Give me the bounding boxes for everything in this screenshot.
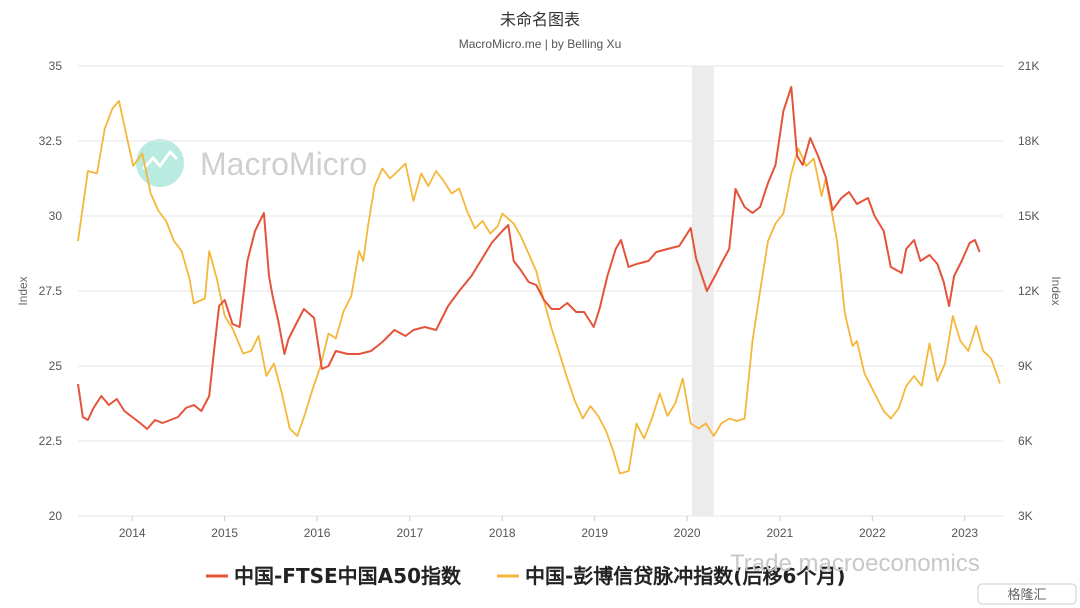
shaded-band-0: [691, 66, 714, 516]
left-tick-label-4: 30: [49, 209, 63, 223]
right-tick-label-1: 6K: [1018, 434, 1033, 448]
chart-title: 未命名图表: [500, 10, 580, 29]
right-tick-label-5: 18K: [1018, 134, 1039, 148]
x-tick-label-3: 2017: [396, 526, 423, 540]
right-tick-label-4: 15K: [1018, 209, 1039, 223]
corner-watermark-text: Trade macroeconomics: [730, 550, 980, 577]
x-tick-label-9: 2023: [951, 526, 978, 540]
x-tick-label-4: 2018: [489, 526, 516, 540]
right-tick-label-3: 12K: [1018, 284, 1039, 298]
macromicro-logo-icon: [136, 139, 184, 187]
legend: 中国-FTSE中国A50指数 中国-彭博信贷脉冲指数(后移6个月): [206, 564, 846, 588]
right-tick-label-0: 3K: [1018, 509, 1033, 523]
shaded-bands: [691, 66, 714, 516]
x-tick-label-0: 2014: [119, 526, 146, 540]
left-tick-label-6: 35: [49, 59, 63, 73]
macromicro-logo-chart-icon: [142, 150, 178, 170]
chart-subtitle: MacroMicro.me | by Belling Xu: [459, 37, 622, 51]
x-tick-label-8: 2022: [859, 526, 886, 540]
left-tick-label-1: 22.5: [39, 434, 63, 448]
left-tick-label-0: 20: [49, 509, 63, 523]
left-tick-label-3: 27.5: [39, 284, 63, 298]
right-axis-label: Index: [1049, 276, 1063, 305]
x-tick-label-5: 2019: [581, 526, 608, 540]
x-tick-label-1: 2015: [211, 526, 238, 540]
legend-label-credit: 中国-彭博信贷脉冲指数(后移6个月): [525, 564, 846, 588]
x-axis-ticks: 2014 2015 2016 2017 2018 2019 2020 2021 2022 2023: [119, 516, 978, 540]
left-tick-label-5: 32.5: [39, 134, 63, 148]
left-axis-label: Index: [16, 276, 30, 305]
corner-badge-frame: [977, 583, 1077, 605]
x-tick-label-6: 2020: [674, 526, 701, 540]
left-tick-label-2: 25: [49, 359, 63, 373]
x-tick-label-7: 2021: [767, 526, 794, 540]
series-line-credit: [77, 100, 1001, 475]
left-axis-ticks: 20 22.5 25 27.5 30 32.5 35: [39, 59, 63, 523]
legend-item-credit[interactable]: 中国-彭博信贷脉冲指数(后移6个月): [497, 564, 846, 588]
corner-badge-text: 格隆汇: [1007, 587, 1046, 603]
series-line-a50: [77, 86, 981, 430]
macromicro-watermark: MacroMicro: [136, 139, 367, 187]
right-tick-label-2: 9K: [1018, 359, 1033, 373]
legend-item-a50[interactable]: 中国-FTSE中国A50指数: [206, 564, 462, 588]
right-tick-label-6: 21K: [1018, 59, 1039, 73]
macromicro-brand-text: MacroMicro: [200, 146, 367, 182]
right-axis-ticks: 3K 6K 9K 12K 15K 18K 21K: [1018, 59, 1039, 523]
x-tick-label-2: 2016: [304, 526, 331, 540]
corner-watermark: Trade macroeconomics 格隆汇: [730, 550, 1077, 605]
legend-label-a50: 中国-FTSE中国A50指数: [234, 564, 462, 588]
series-layer: [77, 86, 1001, 475]
